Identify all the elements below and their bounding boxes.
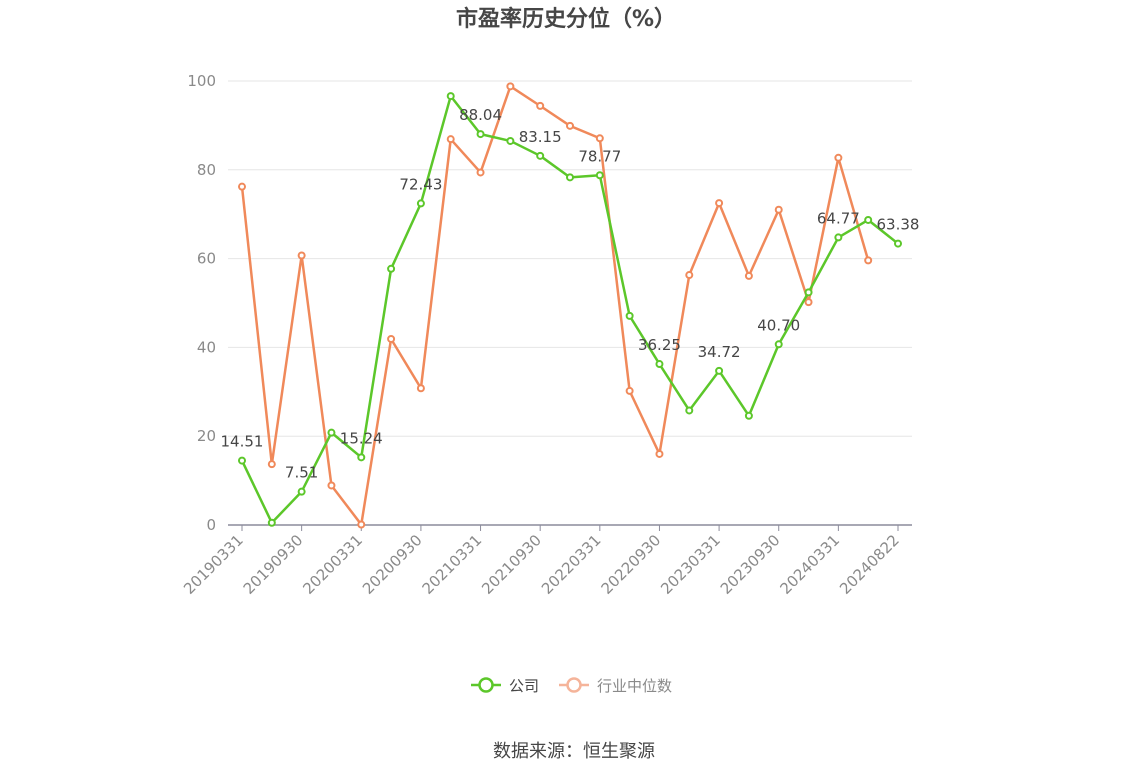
data-point bbox=[595, 171, 604, 180]
data-point bbox=[446, 92, 455, 101]
data-point bbox=[327, 481, 336, 490]
legend-label: 行业中位数 bbox=[597, 677, 672, 695]
data-point bbox=[506, 82, 515, 91]
data-label: 15.24 bbox=[340, 429, 383, 447]
data-point bbox=[744, 271, 753, 280]
series-line bbox=[240, 94, 899, 525]
data-point bbox=[536, 151, 545, 160]
y-tick-label: 100 bbox=[187, 72, 216, 90]
data-point bbox=[297, 487, 306, 496]
data-point bbox=[625, 386, 634, 395]
x-tick-label: 20200331 bbox=[299, 531, 366, 598]
data-point bbox=[566, 121, 574, 130]
data-point bbox=[566, 173, 574, 182]
chart-title: 市盈率历史分位（%） bbox=[456, 6, 676, 32]
grid-lines bbox=[228, 80, 912, 437]
data-point bbox=[267, 518, 276, 527]
data-point bbox=[685, 406, 694, 415]
data-point bbox=[894, 239, 902, 248]
y-tick-label: 80 bbox=[197, 161, 216, 179]
data-point bbox=[387, 334, 396, 343]
data-point bbox=[327, 428, 336, 437]
legend: 公司 行业中位数 bbox=[471, 677, 672, 695]
data-point bbox=[655, 449, 664, 458]
data-point bbox=[774, 340, 783, 349]
data-label: 88.04 bbox=[459, 106, 502, 124]
data-point bbox=[804, 288, 813, 297]
data-point bbox=[774, 205, 783, 214]
data-labels-layer: 14.51 7.51 15.24 72.43 88.04 83.15 78.77 36.25 3… bbox=[221, 106, 920, 482]
data-point bbox=[625, 311, 634, 320]
data-label: 72.43 bbox=[399, 175, 442, 193]
data-point bbox=[536, 101, 545, 110]
series-line bbox=[240, 85, 870, 526]
data-point bbox=[416, 384, 425, 393]
data-point bbox=[834, 233, 843, 242]
x-tick-label: 20190331 bbox=[180, 531, 247, 598]
data-point bbox=[715, 366, 724, 375]
data-point bbox=[476, 130, 485, 139]
data-point bbox=[744, 411, 753, 420]
data-point bbox=[655, 360, 664, 369]
data-label: 83.15 bbox=[519, 128, 562, 146]
data-label: 7.51 bbox=[285, 464, 318, 482]
x-tick-label: 20230930 bbox=[717, 531, 784, 598]
data-point bbox=[416, 199, 425, 208]
data-point bbox=[267, 460, 276, 469]
x-tick-label: 20200930 bbox=[359, 531, 426, 598]
data-point bbox=[387, 264, 396, 273]
series-layer bbox=[238, 82, 902, 529]
data-label: 14.51 bbox=[221, 433, 264, 451]
x-tick-label: 20220930 bbox=[598, 531, 665, 598]
data-point bbox=[238, 456, 246, 465]
y-tick-label: 0 bbox=[206, 516, 216, 534]
x-tick-label: 20220331 bbox=[538, 531, 605, 598]
data-label: 40.70 bbox=[757, 316, 800, 334]
data-label: 36.25 bbox=[638, 336, 681, 354]
data-point bbox=[476, 168, 485, 177]
data-point bbox=[804, 298, 813, 307]
data-label: 63.38 bbox=[877, 216, 920, 234]
x-tick-label: 20190930 bbox=[240, 531, 307, 598]
x-tick-label: 20210930 bbox=[478, 531, 545, 598]
data-label: 34.72 bbox=[698, 343, 741, 361]
data-point bbox=[864, 256, 873, 265]
legend-label: 公司 bbox=[509, 677, 539, 695]
data-point bbox=[357, 520, 366, 529]
y-tick-label: 20 bbox=[197, 427, 216, 445]
data-point bbox=[506, 136, 515, 145]
data-label: 64.77 bbox=[817, 209, 860, 227]
data-point bbox=[864, 215, 873, 224]
x-tick-label: 20230331 bbox=[657, 531, 724, 598]
data-point bbox=[238, 182, 246, 191]
data-point bbox=[834, 153, 843, 162]
data-point bbox=[446, 135, 455, 144]
data-point bbox=[297, 251, 306, 260]
x-tick-label: 20240822 bbox=[836, 531, 903, 598]
data-point bbox=[685, 271, 694, 280]
legend-swatch-marker bbox=[478, 677, 494, 693]
legend-swatch-marker bbox=[566, 677, 582, 693]
data-label: 78.77 bbox=[578, 147, 621, 165]
y-tick-label: 60 bbox=[197, 250, 216, 268]
y-tick-label: 40 bbox=[197, 338, 216, 356]
source-note: 数据来源：恒生聚源 bbox=[493, 741, 655, 762]
data-point bbox=[595, 134, 604, 143]
data-point bbox=[715, 199, 724, 208]
data-point bbox=[357, 453, 366, 462]
x-tick-label: 20210331 bbox=[419, 531, 486, 598]
x-tick-label: 20240331 bbox=[776, 531, 843, 598]
